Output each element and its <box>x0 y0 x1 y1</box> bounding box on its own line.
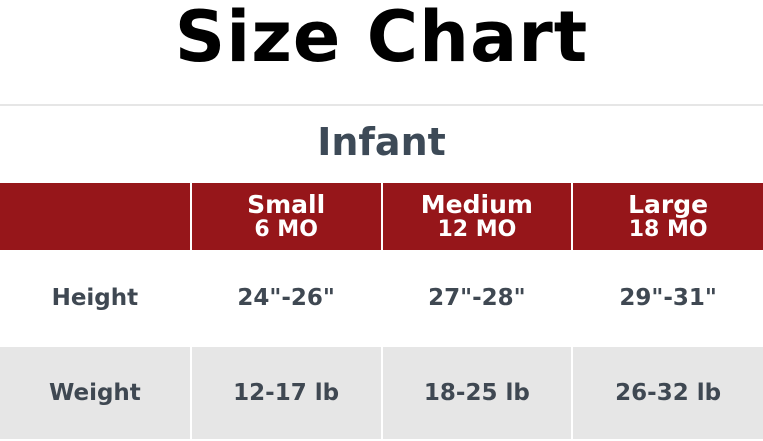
age-label: 6 MO <box>254 217 318 242</box>
page-title: Size Chart <box>174 0 589 78</box>
header-row: Small 6 MO Medium 12 MO Large 18 MO <box>0 183 763 250</box>
header-small: Small 6 MO <box>189 183 382 250</box>
size-label: Medium <box>420 190 533 219</box>
table-cell: 24"-26" <box>189 250 382 346</box>
size-table: Small 6 MO Medium 12 MO Large 18 MO Height … <box>0 183 763 439</box>
row-label: Height <box>0 250 191 346</box>
table-cell: 26-32 lb <box>571 345 763 439</box>
table-cell: 18-25 lb <box>380 345 573 439</box>
table-row: Weight 12-17 lb 18-25 lb 26-32 lb <box>0 345 763 439</box>
age-label: 12 MO <box>437 217 517 242</box>
section-title: Infant <box>317 120 446 164</box>
divider <box>0 104 763 106</box>
header-medium: Medium 12 MO <box>380 183 573 250</box>
size-label: Large <box>628 190 709 219</box>
table-cell: 12-17 lb <box>189 345 382 439</box>
table-row: Height 24"-26" 27"-28" 29"-31" <box>0 250 763 346</box>
table-cell: 29"-31" <box>571 250 763 346</box>
header-large: Large 18 MO <box>571 183 763 250</box>
table-cell: 27"-28" <box>380 250 573 346</box>
size-label: Small <box>247 190 326 219</box>
age-label: 18 MO <box>628 217 708 242</box>
row-label: Weight <box>0 345 191 439</box>
header-empty-cell <box>0 183 191 250</box>
